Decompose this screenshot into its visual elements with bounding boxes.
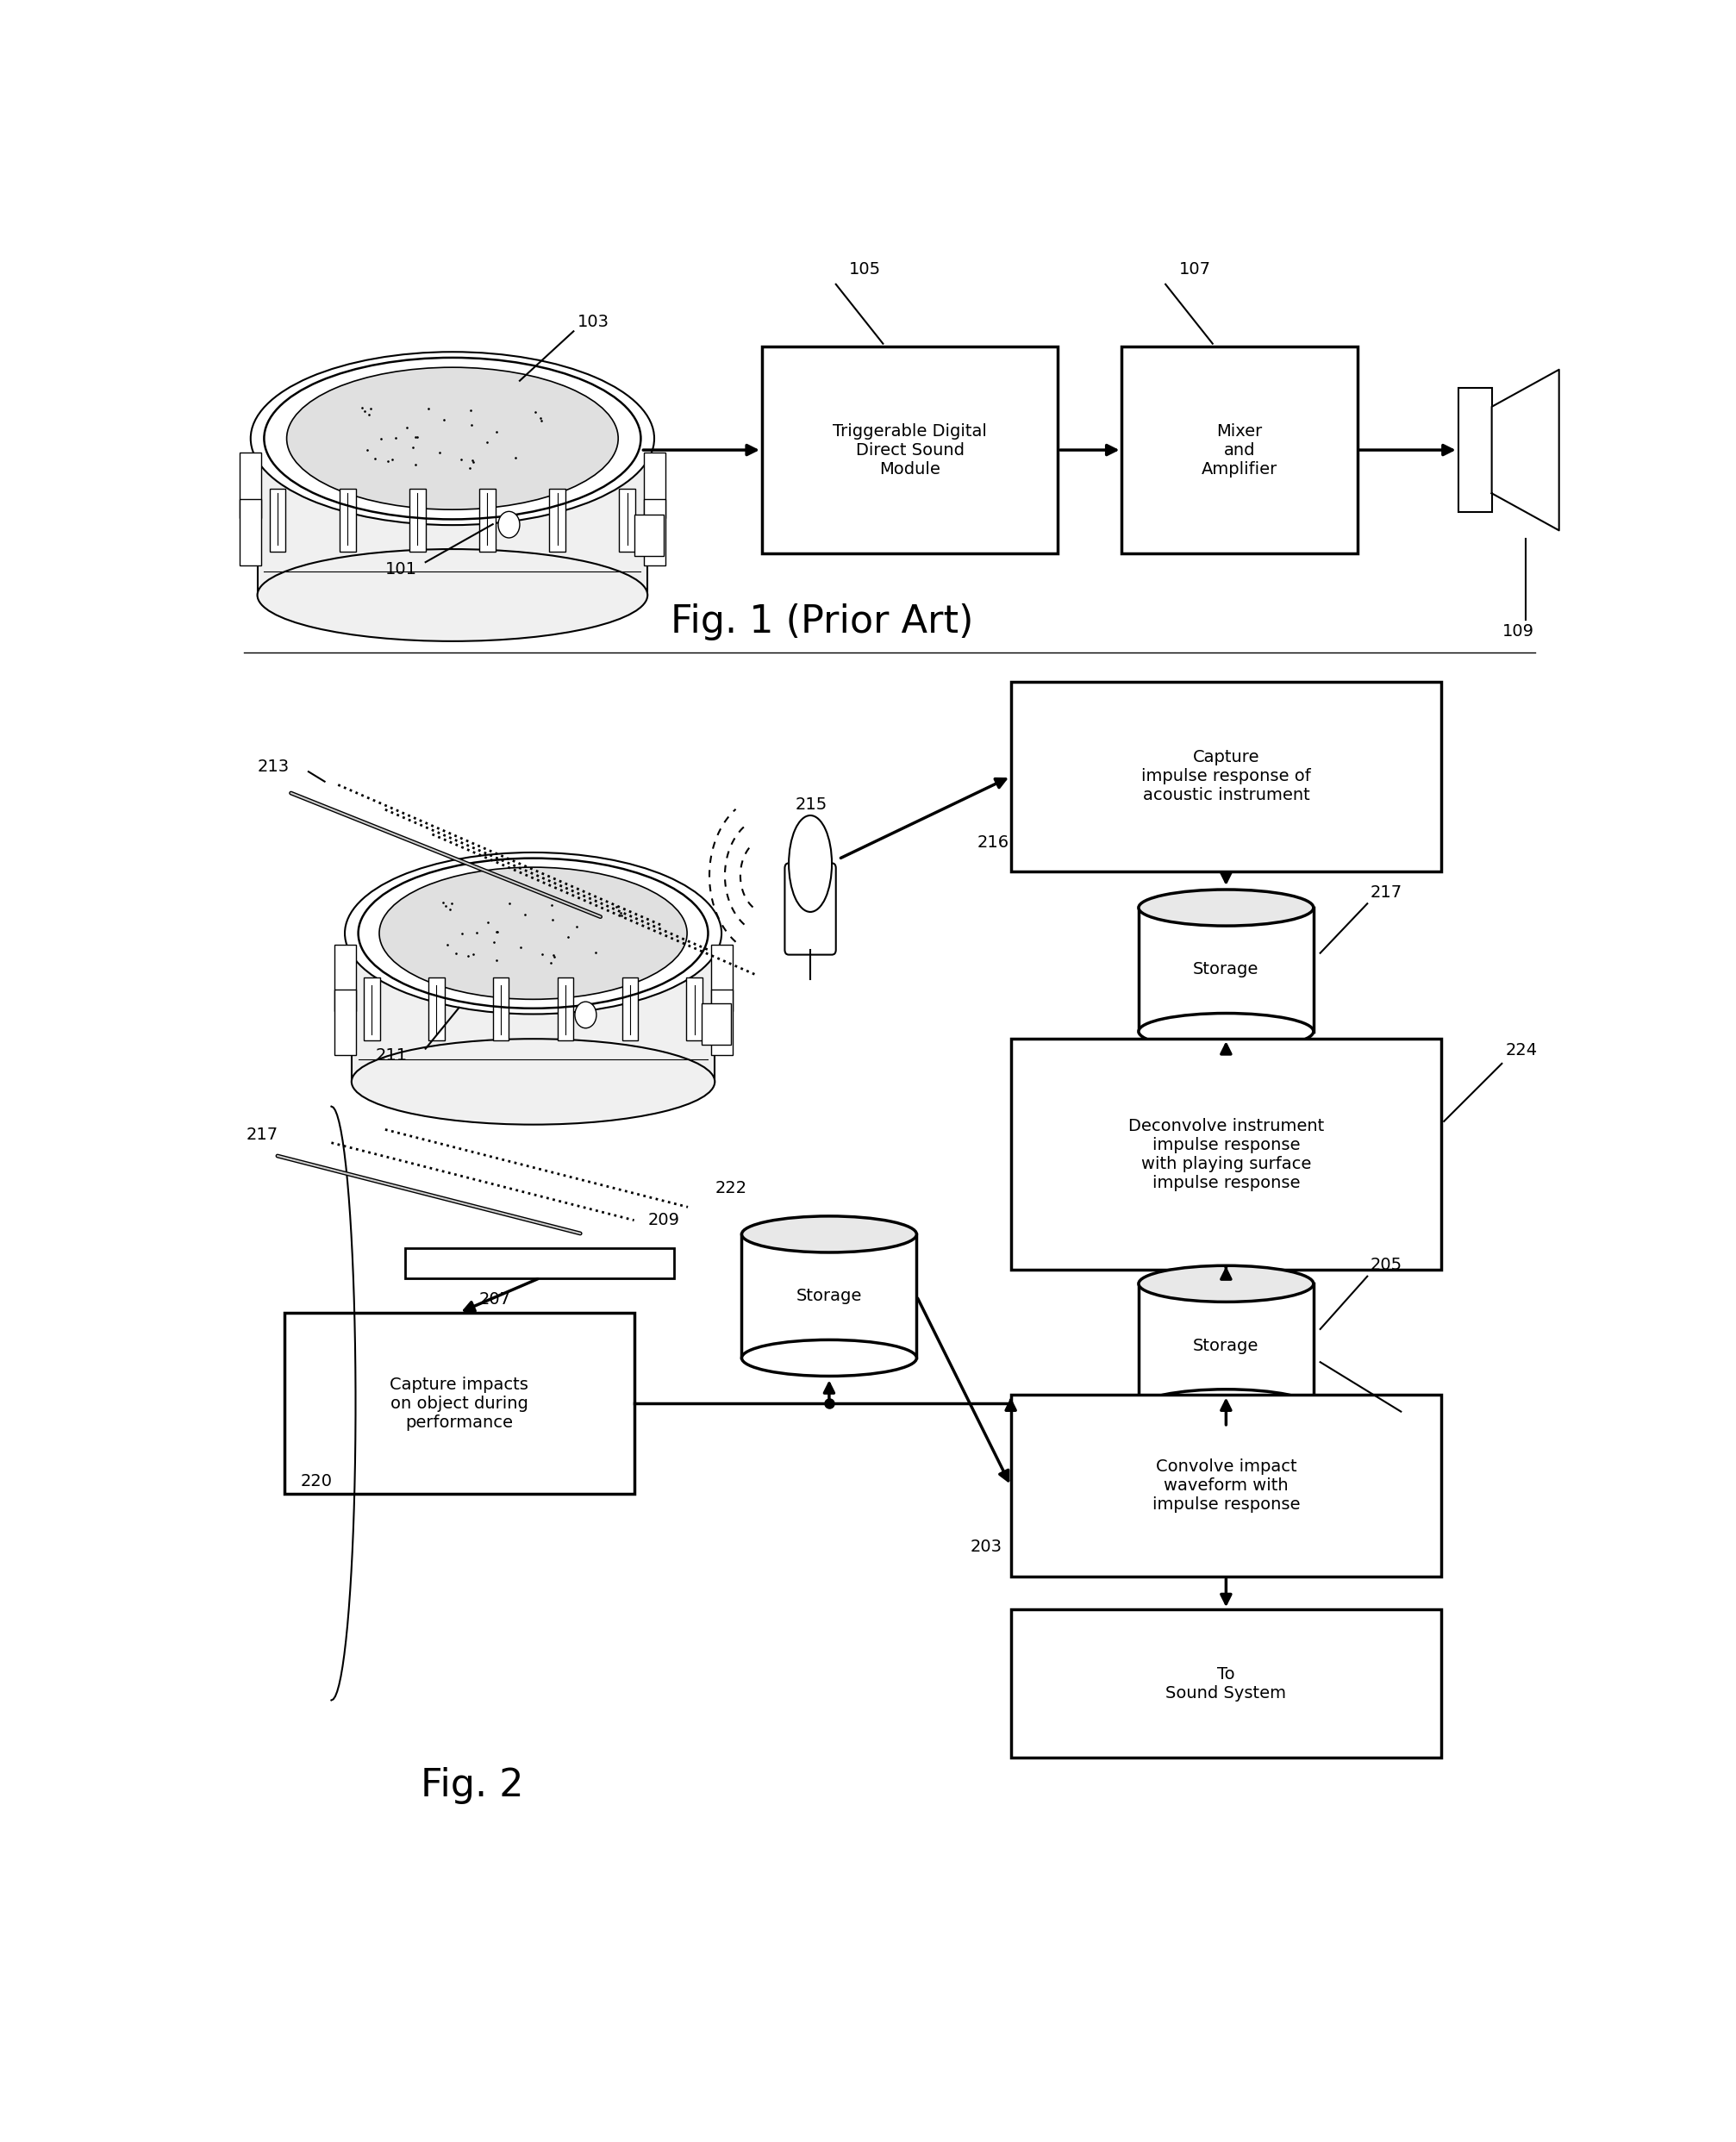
Text: Storage: Storage (797, 1287, 863, 1304)
Text: To
Sound System: To Sound System (1165, 1666, 1286, 1701)
Bar (269, 488, 286, 550)
Text: Capture
impulse response of
acoustic instrument: Capture impulse response of acoustic ins… (1141, 750, 1311, 803)
Text: 216: 216 (977, 835, 1009, 850)
FancyBboxPatch shape (762, 347, 1057, 553)
Text: 213: 213 (257, 758, 290, 775)
Text: Fig. 1 (Prior Art): Fig. 1 (Prior Art) (672, 604, 974, 640)
Text: 105: 105 (849, 261, 882, 278)
Ellipse shape (286, 366, 618, 510)
Ellipse shape (1139, 1390, 1314, 1427)
FancyBboxPatch shape (1010, 681, 1441, 872)
Bar (493, 977, 509, 1041)
FancyBboxPatch shape (1010, 1039, 1441, 1270)
FancyBboxPatch shape (351, 934, 715, 1082)
Text: 209: 209 (648, 1212, 679, 1230)
FancyBboxPatch shape (285, 1313, 634, 1495)
Bar (1458, 388, 1491, 512)
Text: Deconvolve instrument
impulse response
with playing surface
impulse response: Deconvolve instrument impulse response w… (1128, 1118, 1325, 1191)
Bar (333, 990, 356, 1056)
Ellipse shape (788, 816, 832, 912)
Text: Triggerable Digital
Direct Sound
Module: Triggerable Digital Direct Sound Module (833, 422, 988, 478)
Bar (340, 488, 356, 550)
Bar (333, 945, 356, 1011)
Text: 203: 203 (970, 1538, 1002, 1555)
Ellipse shape (1139, 1013, 1314, 1050)
Text: 222: 222 (715, 1180, 746, 1197)
Bar (549, 488, 566, 550)
Bar (363, 977, 380, 1041)
Circle shape (575, 1002, 597, 1028)
Bar (479, 488, 495, 550)
Bar (741, 1234, 917, 1358)
Ellipse shape (1139, 889, 1314, 925)
FancyBboxPatch shape (785, 863, 837, 955)
Bar (710, 990, 733, 1056)
FancyBboxPatch shape (1010, 1394, 1441, 1577)
Text: 220: 220 (300, 1474, 332, 1489)
Bar (701, 1002, 731, 1045)
Bar (710, 945, 733, 1011)
Text: Storage: Storage (1193, 1337, 1259, 1354)
Bar (410, 488, 425, 550)
Text: 204: 204 (1404, 1409, 1437, 1424)
Bar (644, 499, 665, 565)
Bar (557, 977, 573, 1041)
Text: Storage: Storage (1193, 962, 1259, 977)
Text: 101: 101 (385, 561, 417, 576)
Ellipse shape (351, 1039, 715, 1125)
Bar (429, 977, 444, 1041)
Text: 107: 107 (1179, 261, 1210, 278)
FancyBboxPatch shape (1010, 1609, 1441, 1759)
Ellipse shape (250, 351, 654, 525)
Bar (240, 499, 262, 565)
Bar (404, 1249, 674, 1279)
Ellipse shape (1139, 1266, 1314, 1302)
Text: 211: 211 (375, 1047, 408, 1065)
Bar (644, 452, 665, 518)
Bar (620, 488, 635, 550)
Ellipse shape (345, 853, 722, 1013)
Bar (686, 977, 703, 1041)
Text: 207: 207 (479, 1292, 510, 1309)
Text: 215: 215 (795, 797, 828, 814)
Text: 205: 205 (1370, 1257, 1403, 1272)
Text: 103: 103 (578, 313, 609, 330)
Bar (240, 452, 262, 518)
Text: 217: 217 (1370, 885, 1403, 900)
Bar (1139, 1283, 1314, 1407)
Text: Fig. 2: Fig. 2 (422, 1767, 524, 1804)
Bar (1139, 908, 1314, 1032)
Ellipse shape (741, 1341, 917, 1375)
Text: Capture impacts
on object during
performance: Capture impacts on object during perform… (391, 1375, 528, 1431)
Bar (634, 514, 663, 557)
Text: 109: 109 (1503, 623, 1535, 640)
Text: Convolve impact
waveform with
impulse response: Convolve impact waveform with impulse re… (1153, 1459, 1300, 1512)
Text: Mixer
and
Amplifier: Mixer and Amplifier (1201, 422, 1278, 478)
Ellipse shape (257, 548, 648, 640)
Polygon shape (1491, 371, 1559, 531)
FancyBboxPatch shape (1121, 347, 1358, 553)
Ellipse shape (378, 868, 687, 1000)
FancyBboxPatch shape (257, 439, 648, 595)
Circle shape (498, 512, 519, 538)
Text: 217: 217 (247, 1127, 278, 1144)
Bar (621, 977, 639, 1041)
Text: 224: 224 (1505, 1043, 1538, 1058)
Ellipse shape (741, 1217, 917, 1253)
